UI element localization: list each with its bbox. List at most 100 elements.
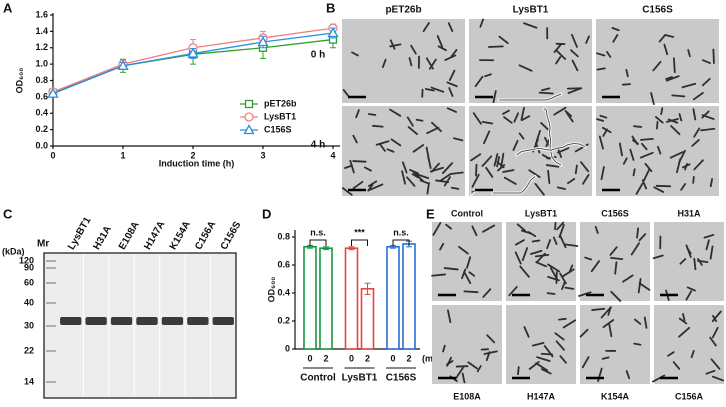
cell — [363, 166, 372, 172]
cell — [581, 356, 590, 369]
cell — [693, 257, 697, 271]
cell — [431, 121, 442, 133]
cell — [622, 274, 634, 283]
protein-band — [110, 317, 133, 325]
cell — [625, 69, 629, 78]
cell — [669, 151, 684, 159]
cell — [519, 265, 530, 278]
cell — [538, 91, 554, 95]
panel-letter: B — [326, 0, 335, 15]
row-label: 0 h — [311, 50, 325, 61]
y-tick-label: 0.4 — [35, 108, 48, 118]
cell — [643, 316, 648, 329]
legend-label: C156S — [264, 124, 292, 134]
significance: n.s. — [393, 227, 409, 237]
significance-bracket — [392, 239, 410, 246]
y-tick-label: 0 — [285, 343, 290, 353]
ladder-value: 40 — [24, 297, 34, 307]
protein-band — [161, 317, 184, 325]
cell — [596, 118, 605, 122]
cell — [565, 111, 574, 123]
cell — [412, 144, 425, 153]
cell — [690, 349, 695, 359]
cell — [701, 59, 711, 65]
column-header: C156S — [601, 208, 629, 218]
cell — [664, 34, 675, 38]
cell — [607, 306, 612, 316]
cell — [561, 268, 575, 278]
cell — [520, 229, 532, 235]
cell — [709, 336, 717, 347]
cell — [618, 142, 623, 157]
cell — [483, 130, 491, 145]
cell — [556, 221, 565, 231]
cell — [389, 43, 402, 48]
cell — [514, 251, 522, 265]
cell — [691, 139, 700, 147]
cell — [692, 175, 695, 184]
cell — [444, 54, 457, 62]
cell — [379, 143, 386, 152]
cell — [638, 282, 651, 291]
cell — [711, 375, 724, 382]
cell — [701, 77, 711, 87]
cell — [622, 157, 628, 165]
cell — [447, 22, 454, 33]
cell — [657, 145, 662, 155]
cell — [693, 127, 701, 138]
bar — [360, 287, 375, 350]
cell — [625, 370, 631, 380]
cell — [352, 134, 358, 144]
bar — [319, 247, 333, 350]
ladder-value: 120 — [19, 255, 34, 265]
cell — [658, 34, 666, 43]
column-footer: H147A — [527, 391, 556, 401]
cell — [424, 88, 435, 92]
cell — [355, 109, 360, 119]
cell — [652, 60, 662, 72]
y-axis-label: OD₆₀₀ — [266, 277, 276, 303]
cell — [579, 328, 589, 338]
cell — [523, 22, 538, 29]
cell — [521, 115, 531, 122]
micrograph — [596, 106, 719, 196]
cell — [476, 365, 482, 373]
cell — [635, 182, 644, 195]
cell — [602, 319, 615, 329]
bar-label: 2 — [323, 353, 328, 363]
cell — [415, 118, 424, 122]
cell — [544, 136, 551, 147]
cell — [612, 34, 619, 43]
cell — [529, 249, 543, 255]
cell — [670, 125, 681, 136]
cell — [427, 157, 432, 169]
y-tick-label: 0.0 — [35, 140, 48, 150]
cell — [641, 179, 648, 190]
cell — [700, 127, 716, 132]
micrograph — [432, 305, 502, 384]
micrograph — [432, 222, 502, 301]
cell — [470, 153, 482, 162]
cell — [652, 254, 664, 260]
cell — [389, 108, 402, 117]
cell — [636, 227, 640, 239]
cell — [463, 290, 479, 294]
cell — [513, 112, 520, 123]
cell — [448, 69, 456, 82]
cell — [454, 366, 464, 380]
cell — [561, 281, 566, 290]
cell — [621, 83, 631, 86]
cell — [545, 139, 550, 148]
cell — [431, 273, 446, 277]
panel-letter: C — [3, 206, 13, 221]
cell — [610, 290, 622, 302]
bar — [402, 243, 416, 350]
bar-label: 2 — [365, 353, 370, 363]
cell — [375, 140, 390, 146]
cell — [482, 288, 492, 298]
protein-band — [85, 317, 107, 325]
cell — [401, 170, 407, 185]
cell — [475, 163, 478, 177]
cell — [606, 51, 612, 58]
